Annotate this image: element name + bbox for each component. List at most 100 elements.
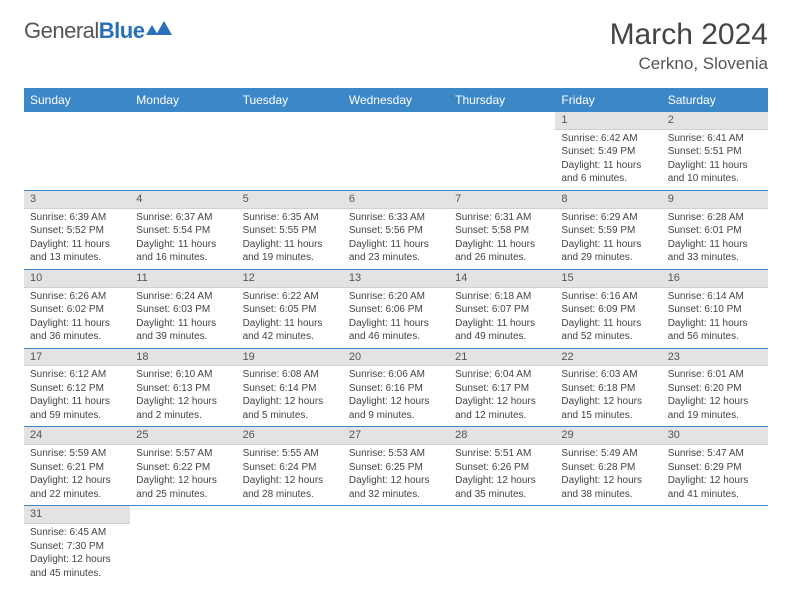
- day-body: Sunrise: 6:03 AMSunset: 6:18 PMDaylight:…: [555, 366, 661, 426]
- calendar-cell: 22Sunrise: 6:03 AMSunset: 6:18 PMDayligh…: [555, 348, 661, 427]
- daylight-line: Daylight: 11 hours and 59 minutes.: [30, 395, 124, 422]
- calendar-cell: 25Sunrise: 5:57 AMSunset: 6:22 PMDayligh…: [130, 427, 236, 506]
- sunset-line: Sunset: 6:24 PM: [243, 461, 337, 475]
- day-body: Sunrise: 6:06 AMSunset: 6:16 PMDaylight:…: [343, 366, 449, 426]
- calendar-cell: 26 Sunrise: 5:55 AMSunset: 6:24 PMDayligh…: [237, 427, 343, 506]
- sunset-line: Sunset: 6:14 PM: [243, 382, 337, 396]
- day-header: Thursday: [449, 88, 555, 112]
- day-number: 26: [237, 427, 343, 445]
- daylight-line: Daylight: 11 hours and 16 minutes.: [136, 238, 230, 265]
- day-number: 21: [449, 349, 555, 367]
- sunset-line: Sunset: 6:09 PM: [561, 303, 655, 317]
- sunrise-line: Sunrise: 5:59 AM: [30, 447, 124, 461]
- calendar-cell: 15Sunrise: 6:16 AMSunset: 6:09 PMDayligh…: [555, 269, 661, 348]
- calendar-cell: 18Sunrise: 6:10 AMSunset: 6:13 PMDayligh…: [130, 348, 236, 427]
- day-number: 8: [555, 191, 661, 209]
- calendar-cell: [130, 112, 236, 190]
- day-body: Sunrise: 6:33 AMSunset: 5:56 PMDaylight:…: [343, 209, 449, 269]
- day-number: 14: [449, 270, 555, 288]
- sunrise-line: Sunrise: 6:10 AM: [136, 368, 230, 382]
- day-body: Sunrise: 6:01 AMSunset: 6:20 PMDaylight:…: [662, 366, 768, 426]
- calendar-body: 1Sunrise: 6:42 AMSunset: 5:49 PMDaylight…: [24, 112, 768, 584]
- calendar-cell: 28Sunrise: 5:51 AMSunset: 6:26 PMDayligh…: [449, 427, 555, 506]
- sunset-line: Sunset: 6:22 PM: [136, 461, 230, 475]
- day-body: Sunrise: 6:08 AMSunset: 6:14 PMDaylight:…: [237, 366, 343, 426]
- day-body: Sunrise: 5:59 AMSunset: 6:21 PMDaylight:…: [24, 445, 130, 505]
- sunset-line: Sunset: 6:21 PM: [30, 461, 124, 475]
- sunset-line: Sunset: 6:12 PM: [30, 382, 124, 396]
- day-of-week-row: SundayMondayTuesdayWednesdayThursdayFrid…: [24, 88, 768, 112]
- calendar-cell: 7Sunrise: 6:31 AMSunset: 5:58 PMDaylight…: [449, 190, 555, 269]
- sunrise-line: Sunrise: 6:22 AM: [243, 290, 337, 304]
- daylight-line: Daylight: 11 hours and 42 minutes.: [243, 317, 337, 344]
- day-body: Sunrise: 5:51 AMSunset: 6:26 PMDaylight:…: [449, 445, 555, 505]
- daylight-line: Daylight: 11 hours and 46 minutes.: [349, 317, 443, 344]
- sunset-line: Sunset: 6:26 PM: [455, 461, 549, 475]
- calendar-cell: 5Sunrise: 6:35 AMSunset: 5:55 PMDaylight…: [237, 190, 343, 269]
- day-body: Sunrise: 6:39 AMSunset: 5:52 PMDaylight:…: [24, 209, 130, 269]
- logo-part1: General: [24, 18, 99, 43]
- daylight-line: Daylight: 11 hours and 29 minutes.: [561, 238, 655, 265]
- daylight-line: Daylight: 11 hours and 19 minutes.: [243, 238, 337, 265]
- calendar-cell: 21Sunrise: 6:04 AMSunset: 6:17 PMDayligh…: [449, 348, 555, 427]
- calendar-cell: [237, 506, 343, 584]
- calendar-cell: 23Sunrise: 6:01 AMSunset: 6:20 PMDayligh…: [662, 348, 768, 427]
- daylight-line: Daylight: 12 hours and 9 minutes.: [349, 395, 443, 422]
- sunset-line: Sunset: 6:16 PM: [349, 382, 443, 396]
- sunset-line: Sunset: 6:28 PM: [561, 461, 655, 475]
- day-body: Sunrise: 6:42 AMSunset: 5:49 PMDaylight:…: [555, 130, 661, 190]
- sunset-line: Sunset: 6:17 PM: [455, 382, 549, 396]
- day-header: Wednesday: [343, 88, 449, 112]
- sunrise-line: Sunrise: 5:55 AM: [243, 447, 337, 461]
- day-number: 2: [662, 112, 768, 130]
- calendar-cell: [662, 506, 768, 584]
- calendar-cell: 2Sunrise: 6:41 AMSunset: 5:51 PMDaylight…: [662, 112, 768, 190]
- day-body: Sunrise: 6:12 AMSunset: 6:12 PMDaylight:…: [24, 366, 130, 426]
- day-body: Sunrise: 6:31 AMSunset: 5:58 PMDaylight:…: [449, 209, 555, 269]
- day-body: Sunrise: 6:41 AMSunset: 5:51 PMDaylight:…: [662, 130, 768, 190]
- day-body: Sunrise: 6:29 AMSunset: 5:59 PMDaylight:…: [555, 209, 661, 269]
- day-body: Sunrise: 6:20 AMSunset: 6:06 PMDaylight:…: [343, 288, 449, 348]
- day-number: 10: [24, 270, 130, 288]
- sunrise-line: Sunrise: 6:29 AM: [561, 211, 655, 225]
- day-body: Sunrise: 6:04 AMSunset: 6:17 PMDaylight:…: [449, 366, 555, 426]
- location: Cerkno, Slovenia: [610, 54, 768, 74]
- sunrise-line: Sunrise: 6:03 AM: [561, 368, 655, 382]
- calendar-week: 3Sunrise: 6:39 AMSunset: 5:52 PMDaylight…: [24, 190, 768, 269]
- sunrise-line: Sunrise: 6:12 AM: [30, 368, 124, 382]
- sunrise-line: Sunrise: 6:18 AM: [455, 290, 549, 304]
- calendar-cell: 14Sunrise: 6:18 AMSunset: 6:07 PMDayligh…: [449, 269, 555, 348]
- day-number: 25: [130, 427, 236, 445]
- daylight-line: Daylight: 11 hours and 56 minutes.: [668, 317, 762, 344]
- sunset-line: Sunset: 6:10 PM: [668, 303, 762, 317]
- day-body: Sunrise: 5:49 AMSunset: 6:28 PMDaylight:…: [555, 445, 661, 505]
- sunrise-line: Sunrise: 5:57 AM: [136, 447, 230, 461]
- sunset-line: Sunset: 5:54 PM: [136, 224, 230, 238]
- calendar-cell: 20Sunrise: 6:06 AMSunset: 6:16 PMDayligh…: [343, 348, 449, 427]
- sunset-line: Sunset: 5:56 PM: [349, 224, 443, 238]
- flag-icon: [146, 21, 172, 42]
- calendar-cell: 29Sunrise: 5:49 AMSunset: 6:28 PMDayligh…: [555, 427, 661, 506]
- day-body: Sunrise: 6:28 AMSunset: 6:01 PMDaylight:…: [662, 209, 768, 269]
- day-number: 20: [343, 349, 449, 367]
- sunrise-line: Sunrise: 6:01 AM: [668, 368, 762, 382]
- sunset-line: Sunset: 5:49 PM: [561, 145, 655, 159]
- calendar-cell: 19Sunrise: 6:08 AMSunset: 6:14 PMDayligh…: [237, 348, 343, 427]
- sunrise-line: Sunrise: 6:14 AM: [668, 290, 762, 304]
- calendar-week: 1Sunrise: 6:42 AMSunset: 5:49 PMDaylight…: [24, 112, 768, 190]
- sunset-line: Sunset: 6:06 PM: [349, 303, 443, 317]
- calendar-week: 24Sunrise: 5:59 AMSunset: 6:21 PMDayligh…: [24, 427, 768, 506]
- sunset-line: Sunset: 5:58 PM: [455, 224, 549, 238]
- calendar-week: 10Sunrise: 6:26 AMSunset: 6:02 PMDayligh…: [24, 269, 768, 348]
- sunrise-line: Sunrise: 6:20 AM: [349, 290, 443, 304]
- day-number: 5: [237, 191, 343, 209]
- day-number: 22: [555, 349, 661, 367]
- daylight-line: Daylight: 12 hours and 28 minutes.: [243, 474, 337, 501]
- day-number: 7: [449, 191, 555, 209]
- calendar-cell: [343, 506, 449, 584]
- sunset-line: Sunset: 6:29 PM: [668, 461, 762, 475]
- day-number: 11: [130, 270, 236, 288]
- daylight-line: Daylight: 11 hours and 6 minutes.: [561, 159, 655, 186]
- day-body: Sunrise: 6:18 AMSunset: 6:07 PMDaylight:…: [449, 288, 555, 348]
- day-number: 29: [555, 427, 661, 445]
